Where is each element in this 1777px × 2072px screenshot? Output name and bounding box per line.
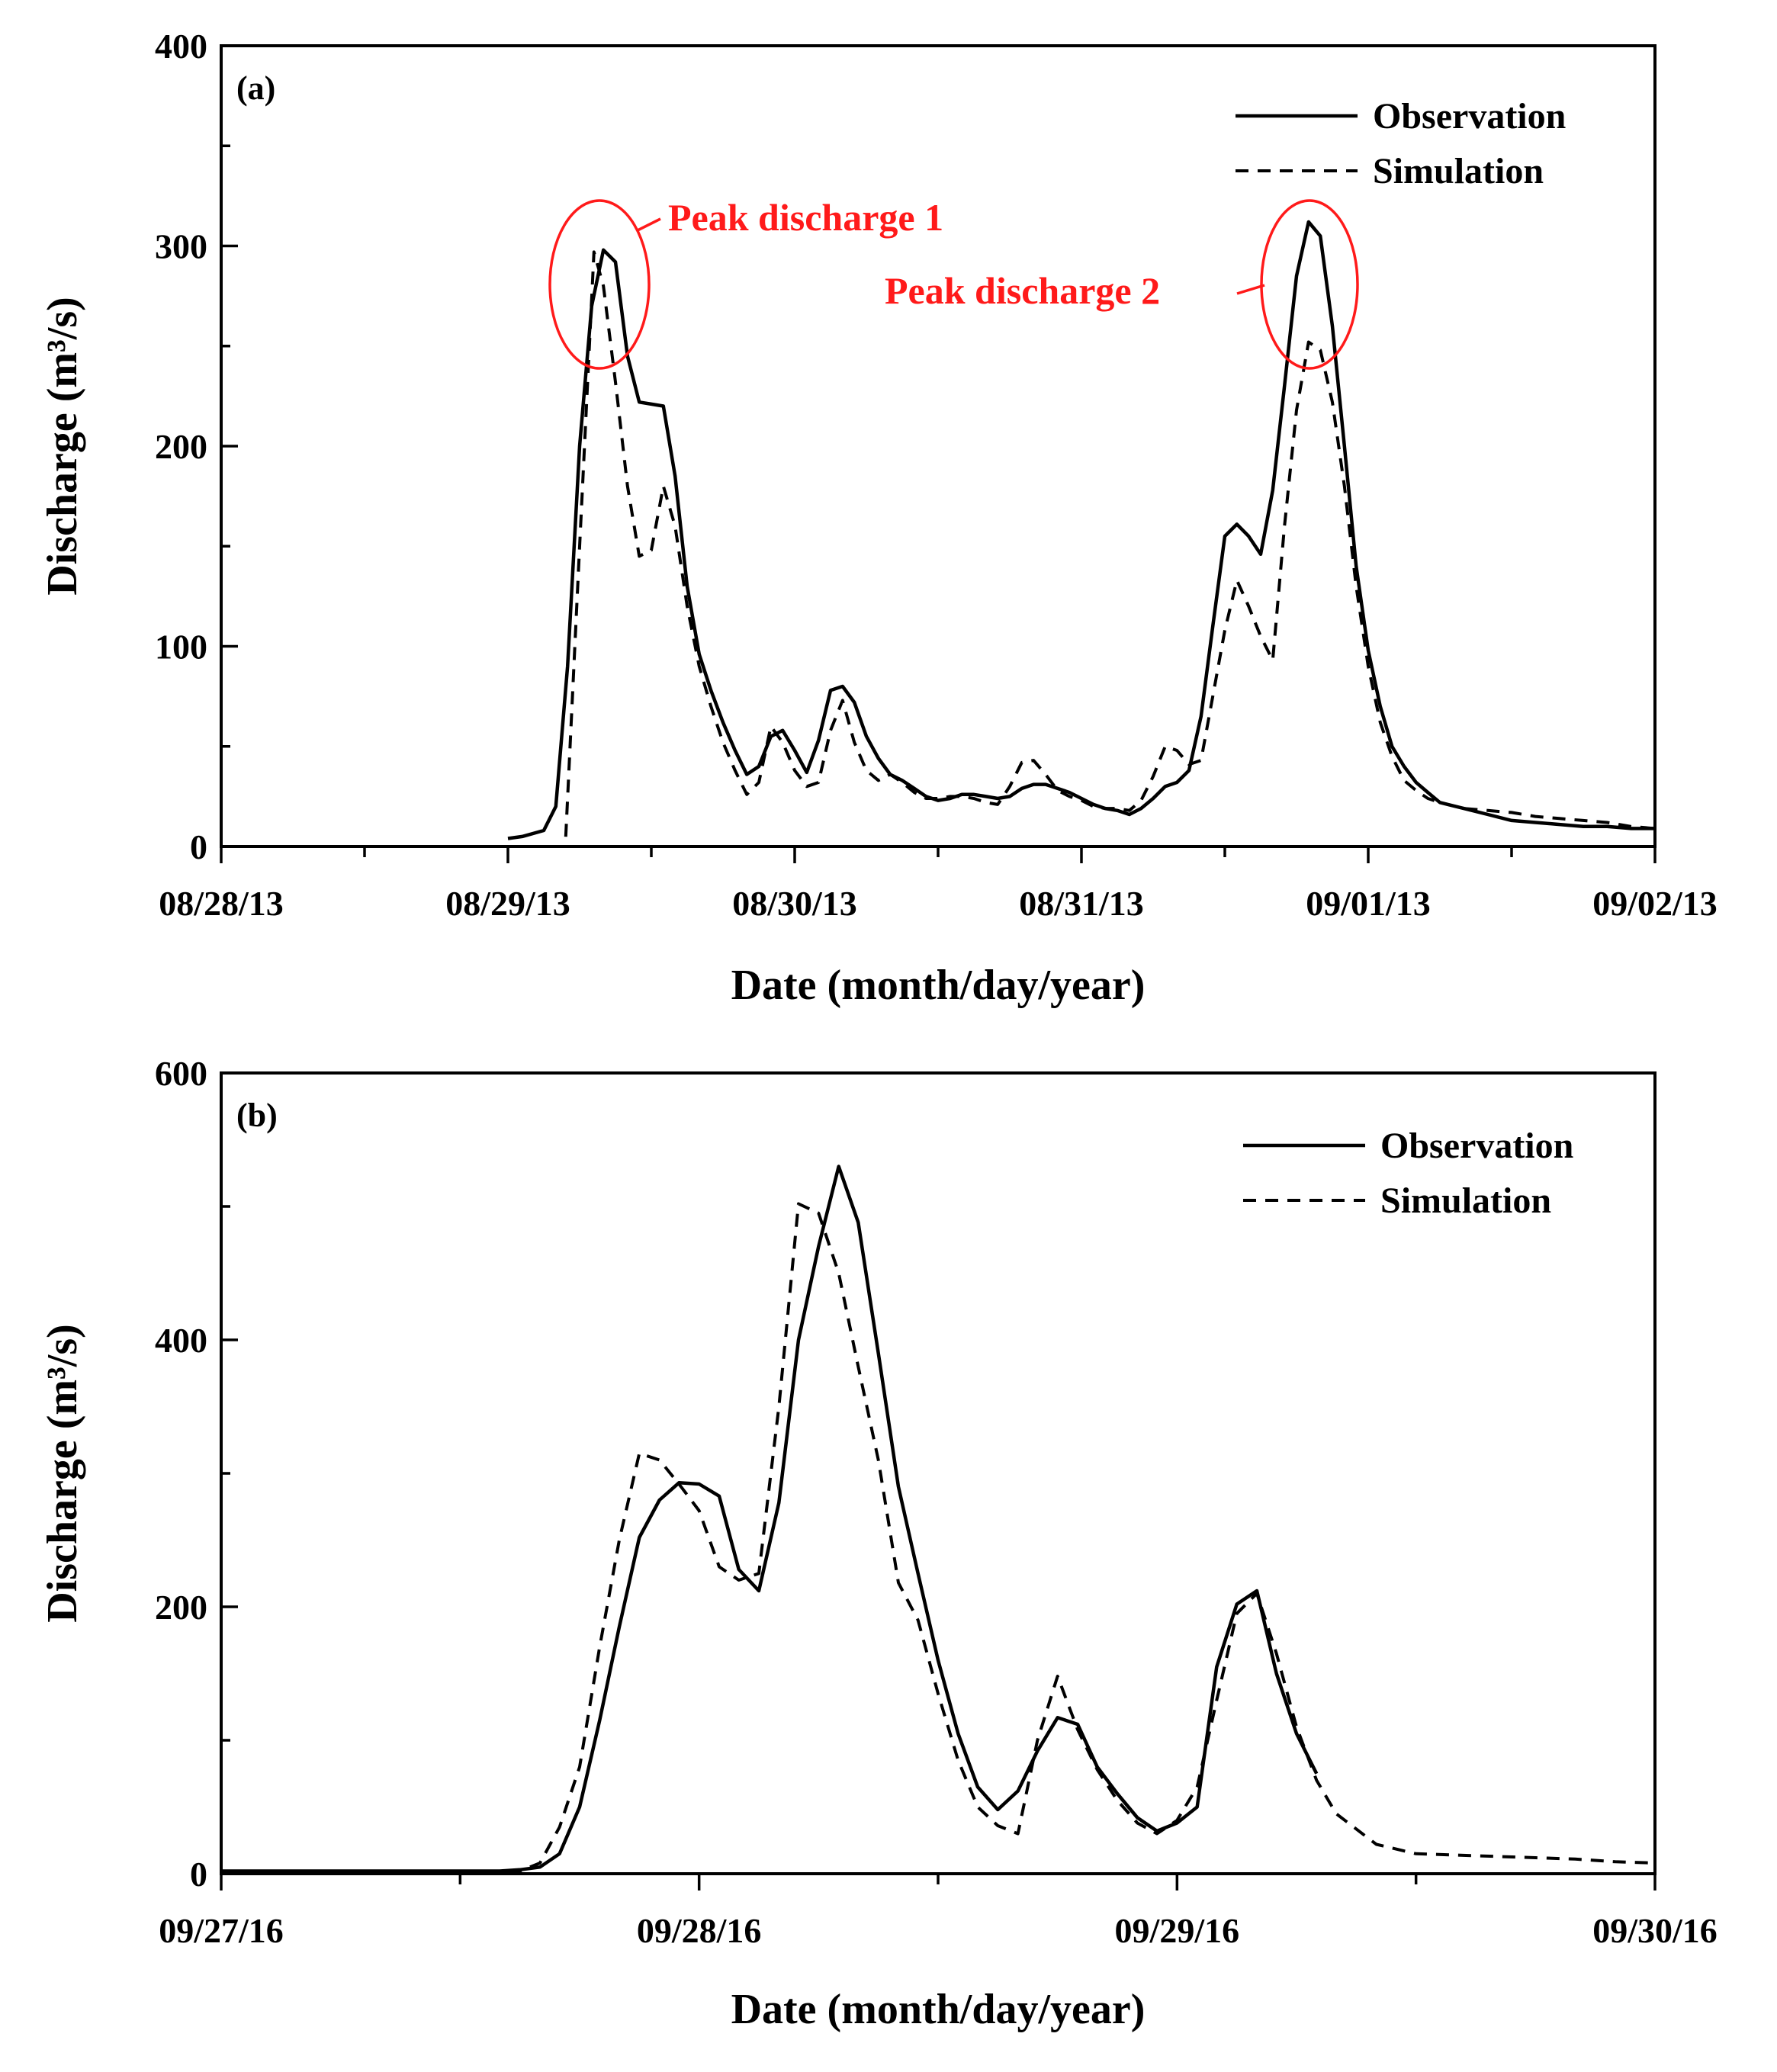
x-tick-label: 09/27/16 [159, 1911, 284, 1950]
series-line-simulation [221, 250, 1656, 848]
x-tick-label: 09/28/16 [637, 1911, 762, 1950]
x-tick-label: 09/30/16 [1592, 1911, 1718, 1950]
x-tick-label: 09/01/13 [1306, 884, 1431, 923]
peak-discharge-1-label: Peak discharge 1 [668, 196, 943, 239]
legend-label-observation: Observation [1373, 96, 1566, 137]
series-line-observation [221, 1164, 1319, 1873]
x-tick-label: 08/28/13 [159, 884, 284, 923]
y-tick-label: 0 [190, 1855, 207, 1894]
y-ticks: 0 100 200 300 400 [155, 27, 238, 866]
legend-label-observation: Observation [1380, 1126, 1573, 1166]
x-tick-label: 09/29/16 [1115, 1911, 1240, 1950]
legend: Observation Simulation [1243, 1126, 1573, 1221]
annotations: Peak discharge 1 Peak discharge 2 [548, 196, 1359, 370]
y-tick-label: 200 [155, 427, 207, 466]
y-tick-label: 200 [155, 1588, 207, 1627]
y-tick-label: 600 [155, 1054, 207, 1093]
x-axis-title: Date (month/day/year) [731, 962, 1146, 1009]
x-ticks: 09/27/16 09/28/16 09/29/16 09/30/16 [159, 1874, 1718, 1950]
y-axis-title: Discharge (m³/s) [39, 297, 86, 596]
x-tick-label: 08/30/13 [732, 884, 857, 923]
peak-discharge-2-label: Peak discharge 2 [885, 269, 1160, 312]
y-ticks: 0 200 400 600 [155, 1054, 238, 1894]
panel-label: (b) [236, 1097, 278, 1134]
x-ticks: 08/28/13 08/29/13 08/30/13 08/31/13 09/01/13… [159, 846, 1718, 923]
series-line-simulation [221, 1202, 1656, 1874]
peak-leader-line-2 [1236, 284, 1265, 295]
y-tick-label: 0 [190, 827, 207, 866]
x-tick-label: 09/02/13 [1592, 884, 1718, 923]
peak-highlight-ellipse-2 [1260, 199, 1359, 370]
x-tick-label: 08/29/13 [445, 884, 570, 923]
legend-label-simulation: Simulation [1380, 1181, 1551, 1221]
chart-panel-a: (a) 0 100 200 300 400 08/28/13 08/29/13 08/30/… [39, 27, 1718, 1009]
y-tick-label: 400 [155, 1321, 207, 1360]
panel-label: (a) [236, 69, 275, 107]
peak-highlight-ellipse-1 [548, 199, 651, 370]
y-tick-label: 100 [155, 628, 207, 667]
legend-label-simulation: Simulation [1373, 151, 1544, 191]
legend: Observation Simulation [1236, 96, 1566, 191]
x-axis-title: Date (month/day/year) [731, 1986, 1146, 2033]
series-group [221, 1164, 1656, 1874]
y-axis-title: Discharge (m³/s) [39, 1324, 86, 1623]
series-line-observation [507, 220, 1655, 840]
peak-leader-line-1 [637, 217, 661, 232]
y-tick-label: 300 [155, 227, 207, 266]
series-group [221, 220, 1656, 848]
x-tick-label: 08/31/13 [1019, 884, 1144, 923]
y-tick-label: 400 [155, 27, 207, 66]
